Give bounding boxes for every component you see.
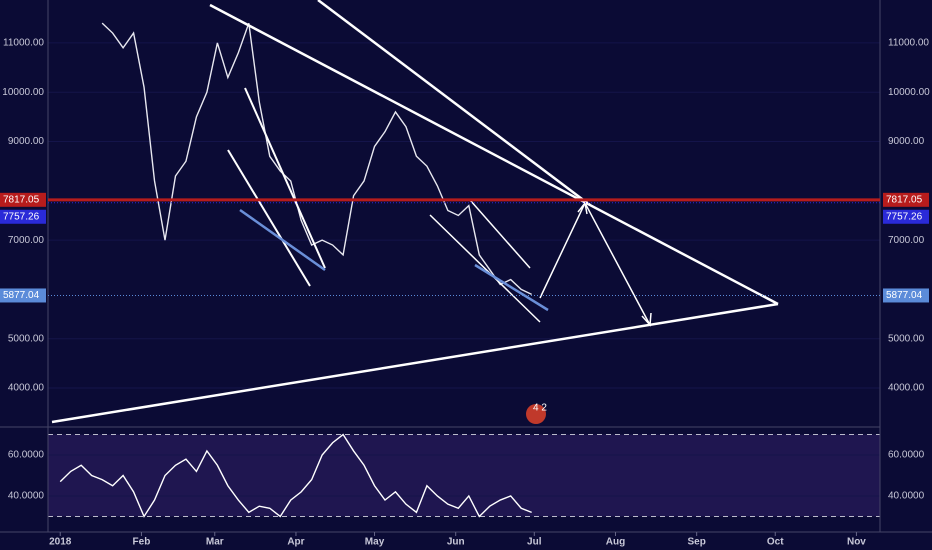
arrow-head bbox=[641, 312, 652, 327]
x-tick-label: Jun bbox=[447, 537, 465, 548]
price-tag-label: 7817.05 bbox=[886, 194, 923, 205]
y-tick-label: 4000.00 bbox=[888, 383, 925, 394]
price-tag-label: 7757.26 bbox=[886, 211, 923, 222]
x-tick-label: Mar bbox=[206, 537, 224, 548]
rsi-band bbox=[48, 434, 880, 517]
x-tick-label: Feb bbox=[133, 537, 151, 548]
y-tick-label: 11000.00 bbox=[3, 38, 44, 49]
price-tag-label: 5877.04 bbox=[886, 290, 923, 301]
y-tick-label: 4000.00 bbox=[8, 383, 45, 394]
x-tick-label: Nov bbox=[847, 537, 866, 548]
channel-line bbox=[244, 87, 326, 269]
y-tick-label: 7000.00 bbox=[8, 235, 45, 246]
badge-text[interactable]: 4 2 bbox=[533, 403, 547, 414]
x-tick-label: Jul bbox=[527, 537, 542, 548]
y-tick-label: 60.0000 bbox=[888, 450, 925, 461]
y-tick-label: 5000.00 bbox=[8, 333, 45, 344]
y-tick-label: 11000.00 bbox=[888, 38, 929, 49]
channel-line bbox=[239, 208, 326, 272]
price-tag-label: 7817.05 bbox=[3, 194, 40, 205]
x-tick-label: Aug bbox=[606, 537, 625, 548]
trend-line bbox=[317, 0, 591, 206]
y-tick-label: 60.0000 bbox=[8, 450, 45, 461]
price-tag bbox=[0, 288, 46, 303]
series-line bbox=[101, 22, 532, 295]
x-tick-label: Sep bbox=[687, 537, 705, 548]
y-tick-label: 7000.00 bbox=[888, 235, 925, 246]
channel-line bbox=[474, 263, 549, 312]
price-tag bbox=[883, 288, 929, 303]
series-line bbox=[59, 433, 532, 518]
trend-line bbox=[51, 302, 779, 424]
price-tag bbox=[0, 192, 46, 207]
y-tick-label: 9000.00 bbox=[888, 136, 925, 147]
price-tag bbox=[0, 209, 46, 224]
x-tick-label: 2018 bbox=[49, 537, 72, 548]
channel-line bbox=[469, 199, 531, 269]
badge-icon[interactable] bbox=[526, 404, 546, 424]
trend-line bbox=[209, 3, 779, 306]
x-tick-label: May bbox=[365, 537, 385, 548]
y-tick-label: 9000.00 bbox=[8, 136, 45, 147]
y-tick-label: 40.0000 bbox=[888, 491, 925, 502]
y-tick-label: 10000.00 bbox=[888, 87, 930, 98]
price-tag-label: 5877.04 bbox=[3, 290, 40, 301]
y-tick-label: 5000.00 bbox=[888, 333, 925, 344]
y-tick-label: 10000.00 bbox=[2, 87, 44, 98]
price-tag bbox=[883, 209, 929, 224]
price-tag-label: 7757.26 bbox=[3, 211, 40, 222]
x-tick-label: Oct bbox=[767, 537, 784, 548]
x-tick-label: Apr bbox=[287, 537, 304, 548]
channel-line bbox=[429, 214, 541, 323]
price-tag bbox=[883, 192, 929, 207]
y-tick-label: 40.0000 bbox=[8, 491, 45, 502]
channel-line bbox=[227, 149, 311, 287]
